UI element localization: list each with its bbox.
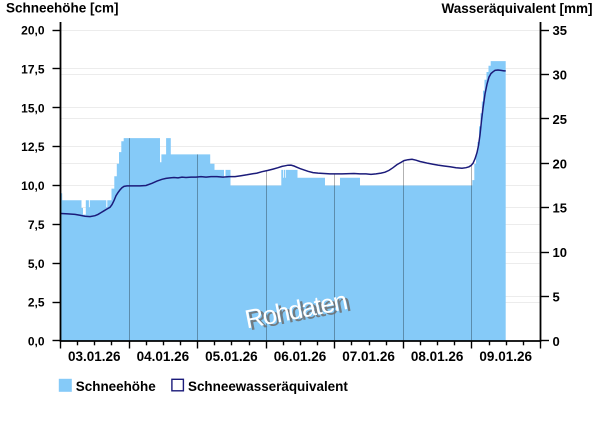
svg-text:10: 10 — [553, 245, 567, 260]
svg-text:5: 5 — [553, 290, 560, 305]
svg-text:07.01.26: 07.01.26 — [342, 349, 395, 364]
svg-text:5,0: 5,0 — [28, 257, 45, 271]
svg-text:Schneewasseräquivalent: Schneewasseräquivalent — [188, 379, 348, 394]
svg-text:Wasseräquivalent [mm]: Wasseräquivalent [mm] — [441, 1, 592, 16]
svg-text:06.01.26: 06.01.26 — [274, 349, 327, 364]
svg-text:35: 35 — [553, 23, 567, 38]
svg-text:7,5: 7,5 — [28, 218, 45, 232]
svg-text:05.01.26: 05.01.26 — [205, 349, 258, 364]
svg-text:25: 25 — [553, 112, 567, 127]
svg-text:09.01.26: 09.01.26 — [479, 349, 532, 364]
svg-text:Schneehöhe [cm]: Schneehöhe [cm] — [6, 1, 119, 16]
svg-text:0: 0 — [553, 334, 560, 349]
svg-text:20,0: 20,0 — [21, 24, 45, 38]
svg-text:10,0: 10,0 — [21, 179, 45, 193]
svg-text:17,5: 17,5 — [21, 62, 45, 76]
svg-text:0,0: 0,0 — [28, 335, 45, 349]
svg-text:08.01.26: 08.01.26 — [411, 349, 464, 364]
svg-text:12,5: 12,5 — [21, 140, 45, 154]
svg-text:2,5: 2,5 — [28, 296, 45, 310]
svg-text:15,0: 15,0 — [21, 101, 45, 115]
svg-text:Schneehöhe: Schneehöhe — [76, 379, 156, 394]
svg-text:15: 15 — [553, 201, 567, 216]
svg-text:20: 20 — [553, 156, 567, 171]
svg-text:04.01.26: 04.01.26 — [137, 349, 190, 364]
svg-text:30: 30 — [553, 67, 567, 82]
svg-text:03.01.26: 03.01.26 — [68, 349, 121, 364]
